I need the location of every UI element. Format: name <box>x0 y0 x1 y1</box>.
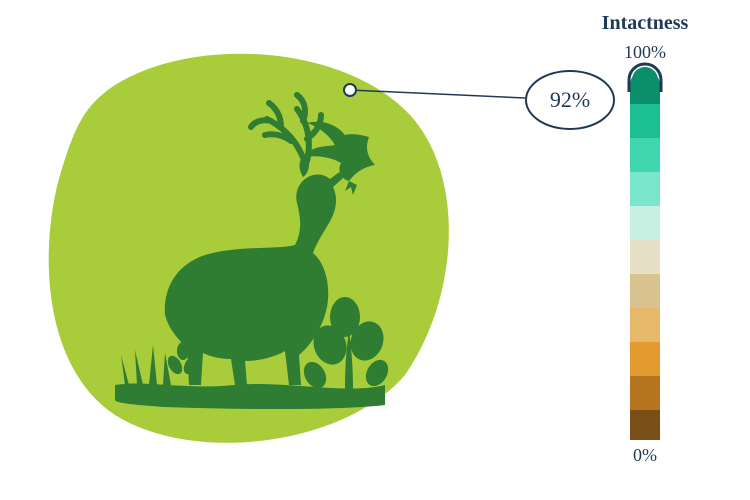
scale-segment <box>630 240 660 274</box>
scale-title: Intactness <box>575 12 715 35</box>
scale-segment <box>630 104 660 138</box>
nature-blob <box>45 45 455 445</box>
scale-segment <box>630 274 660 308</box>
scale-segment <box>630 342 660 376</box>
scale-segment <box>630 70 660 104</box>
value-label: 92% <box>550 87 590 113</box>
value-bubble: 92% <box>525 70 615 130</box>
scale-segment <box>630 410 660 440</box>
nature-illustration-svg <box>45 45 455 445</box>
intactness-scale <box>630 70 660 440</box>
scale-segment <box>630 376 660 410</box>
scale-segment <box>630 206 660 240</box>
scale-segment <box>630 172 660 206</box>
scale-segment <box>630 138 660 172</box>
scale-label-top: 100% <box>595 42 695 63</box>
scale-segment <box>630 308 660 342</box>
scale-label-bottom: 0% <box>595 445 695 466</box>
infographic-stage: 92% Intactness 100% 0% <box>0 0 750 500</box>
